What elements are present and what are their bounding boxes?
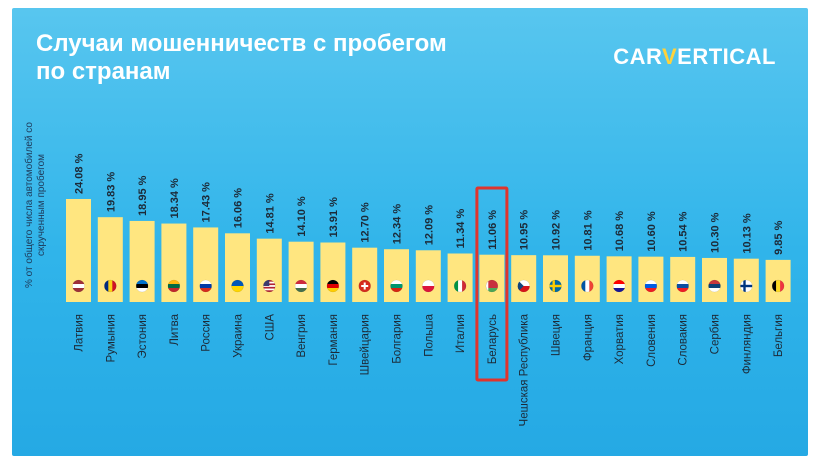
bar-7 [256, 238, 282, 302]
value-label-2: 19.83 % [105, 172, 117, 213]
flag-usa-icon [263, 280, 276, 292]
value-label-17: 10.81 % [582, 210, 594, 251]
value-label-19: 10.60 % [646, 211, 658, 252]
category-label-22: Финляндия [741, 314, 753, 374]
flag-finland-icon [740, 280, 753, 292]
value-label-18: 10.68 % [614, 211, 626, 252]
bar-18 [606, 256, 632, 302]
flag-slovenia-icon [644, 280, 657, 292]
value-label-7: 14.81 % [264, 193, 276, 234]
bar-17 [574, 255, 600, 302]
category-label-7: США [264, 314, 276, 341]
category-label-23: Бельгия [773, 314, 785, 357]
bar-12 [415, 250, 441, 302]
category-label-10: Швейцария [360, 314, 372, 375]
logo-text-car: CAR [613, 44, 662, 69]
value-label-10: 12.70 % [360, 202, 372, 243]
category-label-9: Германия [328, 314, 340, 366]
flag-ukraine-icon [231, 280, 244, 292]
value-label-23: 9.85 % [773, 220, 785, 254]
flag-poland-icon [422, 280, 435, 292]
value-label-3: 18.95 % [137, 175, 149, 216]
bar-9 [320, 242, 346, 302]
bar-21 [702, 257, 727, 302]
flag-sweden-icon [549, 280, 562, 292]
category-label-20: Словакия [678, 314, 690, 366]
flag-france-icon [581, 280, 594, 292]
value-label-16: 10.92 % [551, 210, 563, 251]
bar-13 [447, 253, 473, 302]
value-label-12: 12.09 % [423, 205, 435, 246]
value-label-14: 11.06 % [487, 210, 499, 250]
category-label-6: Украина [233, 313, 245, 357]
category-label-15: Чешская Республика [519, 313, 531, 426]
category-label-5: Россия [201, 314, 213, 352]
category-label-3: Эстония [137, 314, 149, 359]
bar-20 [670, 256, 696, 302]
flag-hungary-icon [295, 280, 308, 292]
flag-slovakia-icon [676, 280, 689, 292]
category-label-8: Венгрия [296, 314, 308, 358]
value-label-11: 12.34 % [392, 204, 404, 245]
bar-8 [288, 241, 314, 302]
value-label-22: 10.13 % [741, 213, 753, 254]
category-label-14: Беларусь [487, 314, 499, 364]
flag-lithuania-icon [167, 280, 180, 292]
flag-serbia-icon [708, 280, 721, 292]
flag-croatia-icon [613, 280, 626, 292]
carvertical-logo: CARVERTICAL [613, 44, 776, 70]
bar-19 [638, 256, 664, 302]
value-label-21: 10.30 % [710, 212, 722, 253]
flag-italy-icon [454, 280, 467, 292]
value-label-8: 14.10 % [296, 196, 308, 237]
bar-16 [543, 255, 568, 302]
category-label-11: Болгария [392, 314, 404, 364]
category-label-21: Сербия [710, 314, 722, 354]
category-label-17: Франция [582, 314, 594, 361]
value-label-15: 10.95 % [519, 210, 531, 251]
chart-title-line-1: Случаи мошенничеств с пробегом [36, 30, 447, 57]
category-label-2: Румыния [105, 314, 117, 362]
flag-estonia-icon [136, 280, 149, 292]
value-label-6: 16.06 % [233, 188, 245, 229]
bar-11 [384, 249, 409, 302]
flag-bulgaria-icon [390, 280, 403, 292]
category-label-12: Польша [423, 313, 435, 356]
value-label-5: 17.43 % [201, 182, 213, 223]
flag-romania-icon [104, 280, 117, 292]
bar-14 [479, 254, 505, 302]
value-label-20: 10.54 % [678, 211, 690, 252]
value-label-1: 24.08 % [74, 153, 86, 194]
flag-belarus-icon [485, 280, 498, 292]
value-label-13: 11.34 % [455, 209, 467, 249]
chart-title: Случаи мошенничеств с пробегом по страна… [36, 30, 506, 86]
category-label-16: Швеция [551, 314, 563, 356]
logo-text-v: V [661, 44, 678, 69]
category-label-18: Хорватия [614, 314, 626, 364]
bar-10 [352, 247, 378, 302]
value-label-4: 18.34 % [169, 178, 181, 219]
bar-15 [511, 255, 537, 302]
highlight-box [475, 186, 509, 382]
value-label-9: 13.91 % [328, 197, 340, 238]
category-label-13: Италия [455, 314, 467, 353]
flag-germany-icon [326, 280, 339, 292]
chart-title-line-2: по странам [36, 58, 171, 85]
category-label-19: Словения [646, 314, 658, 367]
flag-russia-icon [199, 280, 212, 292]
flag-czechia-icon [517, 280, 530, 292]
flag-latvia-icon [72, 280, 85, 292]
flag-switzerland-icon [358, 280, 371, 292]
category-label-1: Латвия [74, 314, 86, 352]
category-label-4: Литва [169, 313, 181, 345]
logo-text-ertical: ERTICAL [677, 44, 776, 69]
flag-belgium-icon [772, 280, 785, 292]
